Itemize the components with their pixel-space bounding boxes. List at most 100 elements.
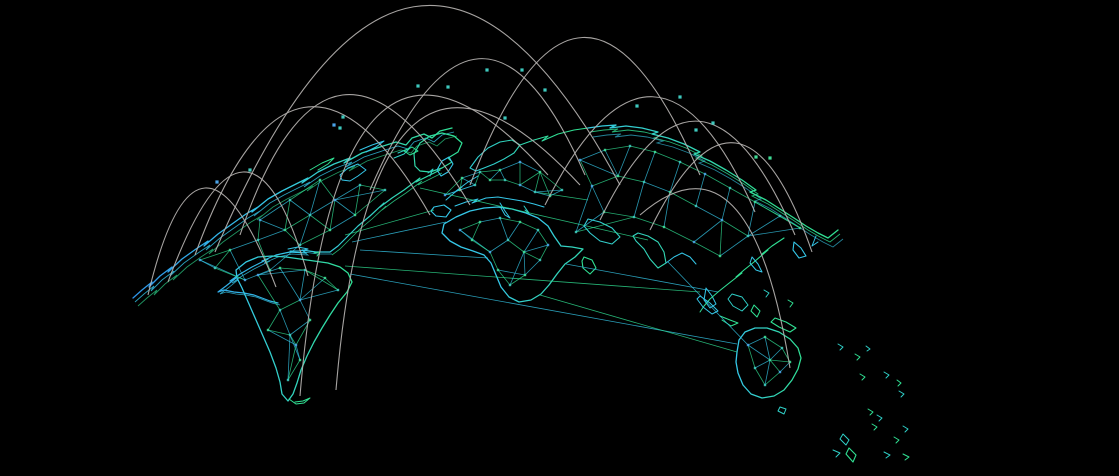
- europe-city-node: [560, 188, 564, 192]
- arc-node-dot: [711, 121, 715, 125]
- tasmania: [777, 406, 787, 415]
- north-america-city-node: [228, 248, 232, 252]
- europe-city-node: [533, 190, 537, 194]
- philippines: [749, 256, 763, 273]
- asia-city-node: [616, 174, 620, 178]
- australia-city-node: [788, 360, 792, 364]
- north-america-mesh-edge: [334, 189, 386, 201]
- north-america-mesh-edge: [334, 184, 361, 201]
- africa-mesh-edge: [524, 259, 541, 276]
- south-america-city-node: [278, 308, 282, 312]
- network-link: [349, 273, 738, 345]
- asia-mesh-edge: [579, 159, 593, 187]
- australia-city-node: [768, 358, 772, 362]
- europe-city-node: [488, 178, 492, 182]
- arc-node-dot: [694, 128, 698, 132]
- europe-mesh-edge: [444, 177, 463, 196]
- south-america-city-node: [298, 298, 302, 302]
- south-america-city-node: [266, 328, 270, 332]
- asia-mesh-edge: [663, 191, 671, 228]
- africa-city-node: [498, 216, 502, 220]
- australia-city-node: [763, 383, 767, 387]
- asia-city-node: [653, 150, 657, 154]
- north-america-mesh-edge: [269, 244, 301, 271]
- north-america-mesh-edge: [354, 184, 361, 216]
- asia-mesh-edge: [617, 175, 645, 183]
- north-america-mesh-edge: [329, 199, 336, 231]
- asia-mesh-edge: [663, 226, 695, 243]
- asia-mesh-edge: [591, 175, 619, 187]
- europe-mesh-edge: [499, 169, 506, 181]
- africa-city-node: [488, 250, 492, 254]
- europe-mesh-edge: [534, 191, 551, 197]
- europe-mesh-edge: [539, 171, 551, 197]
- iceland: [403, 146, 419, 156]
- connection-arc: [649, 142, 813, 253]
- australia-mesh-edge: [764, 371, 781, 386]
- africa-mesh-edge: [523, 251, 541, 261]
- sumatra: [696, 295, 719, 315]
- asia-city-node: [678, 160, 682, 164]
- arc-dots-layer: [215, 68, 772, 184]
- pacific-speck-11: [902, 425, 909, 433]
- south-america-mesh-edge: [279, 299, 301, 311]
- europe-mesh-edge: [519, 171, 541, 186]
- asia-city-node: [632, 215, 636, 219]
- arc-node-dot: [446, 85, 450, 89]
- island-speck: [787, 299, 794, 308]
- australia: [735, 327, 802, 399]
- africa-mesh-edge: [459, 221, 481, 231]
- sulawesi: [750, 304, 761, 318]
- south-america-city-node: [298, 358, 302, 362]
- india: [632, 232, 667, 269]
- arcs-layer: [147, 4, 813, 397]
- hudson-bay: [339, 163, 367, 182]
- south-america-mesh-edge: [279, 309, 291, 336]
- pacific-speck-12: [893, 436, 900, 444]
- europe-mesh-edge: [549, 189, 563, 197]
- network-link: [534, 191, 589, 201]
- europe-city-node: [443, 193, 447, 197]
- arc-node-dot: [341, 115, 345, 119]
- asia-mesh-edge: [719, 235, 749, 257]
- north-america-mesh-edge: [257, 239, 271, 271]
- north-america-city-node: [268, 268, 272, 272]
- south-america-city-node: [336, 288, 340, 292]
- arc-node-dot: [248, 168, 252, 172]
- arc-node-dot: [768, 156, 772, 160]
- north-america-mesh-edge: [309, 179, 321, 216]
- africa-mesh-edge: [471, 221, 481, 241]
- north-america-mesh-edge: [257, 229, 286, 241]
- africa-mesh-edge: [507, 221, 521, 241]
- connection-arc: [194, 106, 431, 256]
- asia-city-node: [720, 218, 724, 222]
- na-west-arctic-coast-echo: [134, 131, 455, 303]
- asia-mesh-edge: [721, 219, 749, 237]
- north-america-city-node: [213, 266, 217, 270]
- africa-mesh-edge: [509, 274, 526, 286]
- arc-node-dot: [215, 180, 219, 184]
- europe-mesh-edge: [499, 161, 521, 171]
- australia-city-node: [778, 370, 782, 374]
- south-america-mesh-edge: [267, 329, 297, 346]
- south-america-mesh-edge: [287, 344, 297, 381]
- network-link: [419, 187, 649, 241]
- asia-mesh-edge: [669, 161, 681, 193]
- australia-mesh-edge: [754, 367, 766, 386]
- europe-mesh-edge: [534, 171, 541, 193]
- asia-mesh-edge: [633, 216, 665, 228]
- north-america-mesh-edge: [299, 214, 311, 246]
- arc-node-dot: [332, 123, 336, 127]
- pacific-speck-3: [865, 345, 871, 352]
- north-america-city-node: [256, 238, 260, 242]
- europe-mesh-edge: [461, 177, 476, 186]
- north-america-mesh-edge: [257, 219, 261, 241]
- australia-mesh-edge: [747, 336, 766, 346]
- north-america-mesh-edge: [299, 229, 331, 246]
- south-america-city-node: [303, 268, 307, 272]
- arc-node-dot: [520, 68, 524, 72]
- network-link: [359, 249, 489, 259]
- arabia: [583, 218, 621, 245]
- new-guinea: [770, 317, 797, 333]
- europe-mesh-edge: [489, 169, 501, 181]
